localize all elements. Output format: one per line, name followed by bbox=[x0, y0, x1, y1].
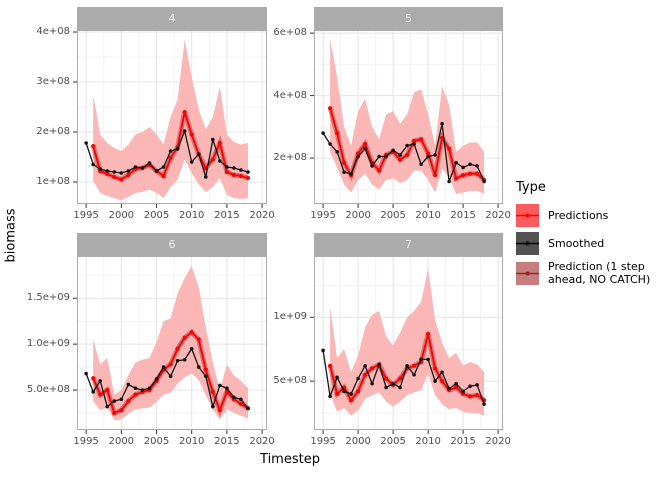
x-tick-label: 2005 bbox=[380, 210, 406, 221]
grid-minor bbox=[314, 256, 503, 430]
x-tick-label: 2010 bbox=[178, 210, 205, 221]
panel-border bbox=[77, 30, 267, 204]
predictions-key-icon bbox=[516, 204, 539, 227]
x-tick-label: 1995 bbox=[310, 436, 336, 447]
x-axis-title: Timestep bbox=[260, 452, 320, 467]
y-tick-label: 1.5e+09 bbox=[26, 292, 70, 304]
points-smoothed bbox=[321, 121, 486, 184]
x-tick-label: 1995 bbox=[310, 210, 336, 221]
points-predictions bbox=[328, 331, 487, 403]
legend: Type Predictions Smoothed Prediction (1 … bbox=[516, 180, 670, 291]
x-tick-label: 2020 bbox=[485, 210, 511, 221]
x-tick-label: 2000 bbox=[108, 436, 135, 447]
legend-title: Type bbox=[516, 180, 546, 195]
x-tick-label: 2000 bbox=[108, 210, 135, 221]
y-tick-label: 2e+08 bbox=[273, 152, 307, 164]
panel-border bbox=[314, 30, 503, 204]
facet-panel-7: 1995 2000 2005 2010 2015 2020 5e+08 1e+09 bbox=[273, 256, 511, 447]
facet-panel-4: 1995 2000 2005 2010 2015 2020 1e+08 2e+08 3e+08 4… bbox=[36, 26, 274, 221]
smoothed-key-icon bbox=[516, 232, 539, 255]
x-tick-label: 2000 bbox=[345, 436, 371, 447]
x-tick-label: 2010 bbox=[415, 436, 441, 447]
facet-strip-7: 7 bbox=[314, 233, 503, 256]
x-tick-label: 2015 bbox=[214, 210, 240, 221]
y-tick-label: 1.0e+09 bbox=[26, 338, 70, 350]
points-smoothed bbox=[321, 348, 486, 406]
facet-strip-label: 4 bbox=[168, 12, 176, 25]
y-tick-label: 1e+08 bbox=[36, 176, 70, 187]
x-tick-label: 2015 bbox=[450, 436, 476, 447]
panel-border bbox=[314, 256, 503, 430]
facet-strip-label: 5 bbox=[405, 12, 412, 25]
points-smoothed bbox=[84, 346, 250, 411]
panel-canvas-7 bbox=[310, 256, 503, 434]
x-tick-label: 2000 bbox=[345, 210, 371, 221]
y-tick-label: 6e+08 bbox=[273, 27, 307, 39]
legend-entry-prediction-nocatch: Prediction (1 step ahead, NO CATCH) bbox=[516, 260, 670, 286]
facet-strip-label: 6 bbox=[168, 238, 176, 251]
x-tick-label: 2015 bbox=[214, 436, 240, 447]
legend-entry-smoothed: Smoothed bbox=[516, 232, 670, 255]
facet-strip-6: 6 bbox=[77, 233, 267, 256]
legend-entry-label: Prediction (1 step ahead, NO CATCH) bbox=[548, 260, 651, 287]
x-tick-label: 2015 bbox=[450, 210, 476, 221]
legend-entry-label: Predictions bbox=[548, 208, 609, 222]
facet-strip-label: 7 bbox=[405, 238, 412, 251]
panel-border bbox=[77, 256, 267, 430]
facet-strip-5: 5 bbox=[314, 7, 503, 30]
x-tick-label: 1995 bbox=[73, 210, 99, 221]
legend-entry-label: Smoothed bbox=[548, 236, 605, 250]
y-tick-label: 2e+08 bbox=[36, 126, 70, 137]
panel-canvas-6 bbox=[73, 256, 267, 434]
legend-entry-predictions: Predictions bbox=[516, 204, 670, 227]
x-tick-label: 2010 bbox=[178, 436, 205, 447]
points-smoothed bbox=[84, 129, 250, 179]
x-tick-label: 2010 bbox=[415, 210, 441, 221]
y-tick-label: 3e+08 bbox=[36, 76, 70, 87]
panel-canvas-5 bbox=[310, 30, 503, 208]
y-tick-label: 5.0e+08 bbox=[26, 384, 70, 396]
facet-panel-5: 1995 2000 2005 2010 2015 2020 2e+08 4e+08 6e+08 bbox=[273, 27, 510, 221]
x-tick-label: 2005 bbox=[143, 210, 170, 221]
x-tick-label: 2020 bbox=[249, 436, 275, 447]
y-tick-label: 4e+08 bbox=[36, 26, 70, 37]
y-tick-label: 5e+08 bbox=[273, 375, 307, 387]
y-tick-label: 1e+09 bbox=[273, 311, 307, 323]
x-tick-label: 2020 bbox=[485, 436, 511, 447]
prediction-nocatch-key-icon bbox=[516, 261, 539, 285]
facet-strip-4: 4 bbox=[77, 7, 267, 30]
x-tick-label: 2005 bbox=[380, 436, 406, 447]
x-tick-label: 1995 bbox=[73, 436, 99, 447]
facet-panel-6: 1995 2000 2005 2010 2015 2020 5.0e+08 1.0e+09 1.… bbox=[27, 256, 275, 447]
y-tick-label: 4e+08 bbox=[273, 89, 307, 101]
x-tick-label: 2020 bbox=[249, 210, 275, 221]
y-axis-title: biomass bbox=[3, 208, 19, 263]
panel-canvas-4 bbox=[73, 30, 267, 208]
x-tick-label: 2005 bbox=[143, 436, 170, 447]
